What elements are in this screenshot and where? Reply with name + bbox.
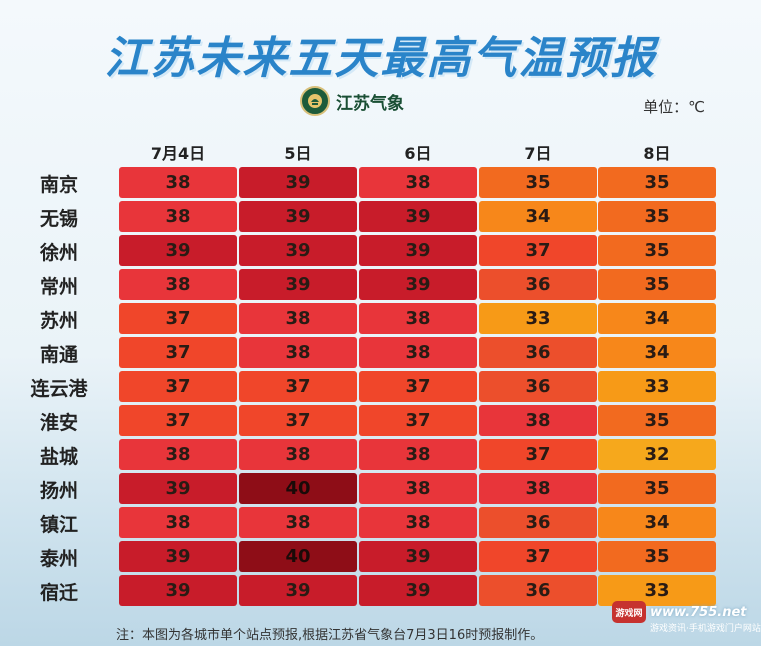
temperature-cell: 39 xyxy=(239,575,357,606)
temperature-cell: 39 xyxy=(239,269,357,300)
column-header-day: 8日 xyxy=(643,144,671,163)
temperature-cell: 38 xyxy=(359,303,477,334)
brand-name: 江苏气象 xyxy=(336,93,404,114)
temperature-cell: 39 xyxy=(239,235,357,266)
temperature-cell: 38 xyxy=(479,473,597,504)
temperature-cell: 37 xyxy=(479,439,597,470)
temperature-cell: 39 xyxy=(119,473,237,504)
temperature-cell: 39 xyxy=(119,235,237,266)
temperature-cell: 32 xyxy=(598,439,716,470)
temperature-cell: 36 xyxy=(479,371,597,402)
temperature-cell: 37 xyxy=(119,303,237,334)
temperature-cell: 34 xyxy=(598,507,716,538)
city-label: 泰州 xyxy=(39,548,78,570)
temperature-cell: 39 xyxy=(359,575,477,606)
watermark-tagline: 游戏资讯·手机游戏门户网站 xyxy=(650,624,761,634)
temperature-cell: 35 xyxy=(598,201,716,232)
temperature-cell: 33 xyxy=(598,371,716,402)
temperature-cell: 39 xyxy=(119,575,237,606)
temperature-cell: 39 xyxy=(239,201,357,232)
temperature-cell: 40 xyxy=(239,473,357,504)
city-label: 南京 xyxy=(39,174,78,196)
temperature-cell: 38 xyxy=(479,405,597,436)
temperature-cell: 38 xyxy=(359,167,477,198)
column-header-day: 7日 xyxy=(524,144,552,163)
city-label: 连云港 xyxy=(30,378,88,400)
temperature-cell: 37 xyxy=(239,405,357,436)
temperature-cell: 37 xyxy=(119,405,237,436)
city-label: 宿迁 xyxy=(39,582,78,604)
temperature-cell: 37 xyxy=(119,371,237,402)
temperature-cell: 38 xyxy=(119,439,237,470)
temperature-cell: 35 xyxy=(479,167,597,198)
temperature-cell: 38 xyxy=(119,201,237,232)
city-label: 苏州 xyxy=(39,310,78,332)
temperature-cell: 39 xyxy=(359,541,477,572)
temperature-cell: 39 xyxy=(119,541,237,572)
temperature-cell: 37 xyxy=(479,235,597,266)
footnote: 注：本图为各城市单个站点预报,根据江苏省气象台7月3日16时预报制作。 xyxy=(116,628,544,643)
temperature-cell: 39 xyxy=(359,201,477,232)
temperature-cell: 38 xyxy=(359,507,477,538)
temperature-cell: 35 xyxy=(598,541,716,572)
column-header-day: 5日 xyxy=(284,144,312,163)
temperature-cell: 35 xyxy=(598,167,716,198)
temperature-cell: 37 xyxy=(119,337,237,368)
weather-bureau-emblem-icon xyxy=(300,86,330,116)
temperature-cell: 34 xyxy=(598,303,716,334)
temperature-cell: 34 xyxy=(479,201,597,232)
temperature-cell: 40 xyxy=(239,541,357,572)
temperature-cell: 38 xyxy=(239,507,357,538)
temperature-cell: 33 xyxy=(598,575,716,606)
city-label: 常州 xyxy=(39,276,78,298)
page-title: 江苏未来五天最高气温预报 xyxy=(104,33,657,84)
city-label: 镇江 xyxy=(39,514,78,536)
temperature-cell: 38 xyxy=(119,167,237,198)
temperature-cell: 35 xyxy=(598,235,716,266)
temperature-cell: 35 xyxy=(598,269,716,300)
temperature-cell: 38 xyxy=(359,473,477,504)
temperature-cell: 37 xyxy=(359,371,477,402)
temperature-cell: 39 xyxy=(359,235,477,266)
brand-logo: 江苏气象 xyxy=(300,86,404,116)
temperature-cell: 37 xyxy=(479,541,597,572)
temperature-cell: 37 xyxy=(239,371,357,402)
city-label: 淮安 xyxy=(39,412,78,434)
temperature-cell: 39 xyxy=(359,269,477,300)
site-watermark: 游戏网 www.755.net xyxy=(612,601,747,623)
city-label: 徐州 xyxy=(39,242,78,264)
temperature-cell: 37 xyxy=(359,405,477,436)
city-label: 无锡 xyxy=(39,208,78,230)
temperature-cell: 38 xyxy=(119,507,237,538)
temperature-cell: 36 xyxy=(479,575,597,606)
column-header-day: 6日 xyxy=(404,144,432,163)
temperature-cell: 33 xyxy=(479,303,597,334)
temperature-cell: 38 xyxy=(239,337,357,368)
column-header-day: 7月4日 xyxy=(150,144,206,163)
temperature-cell: 35 xyxy=(598,473,716,504)
unit-label: 单位：℃ xyxy=(643,98,705,116)
temperature-cell: 39 xyxy=(239,167,357,198)
city-label: 盐城 xyxy=(39,446,78,468)
temperature-cell: 38 xyxy=(359,439,477,470)
city-label: 扬州 xyxy=(39,480,78,502)
city-label: 南通 xyxy=(39,344,78,366)
watermark-url: www.755.net xyxy=(650,604,747,620)
temperature-cell: 38 xyxy=(119,269,237,300)
temperature-cell: 34 xyxy=(598,337,716,368)
temperature-cell: 38 xyxy=(359,337,477,368)
temperature-cell: 38 xyxy=(239,303,357,334)
temperature-cell: 35 xyxy=(598,405,716,436)
temperature-cell: 36 xyxy=(479,337,597,368)
temperature-cell: 38 xyxy=(239,439,357,470)
site-logo-icon: 游戏网 xyxy=(612,601,646,623)
temperature-cell: 36 xyxy=(479,507,597,538)
temperature-cell: 36 xyxy=(479,269,597,300)
